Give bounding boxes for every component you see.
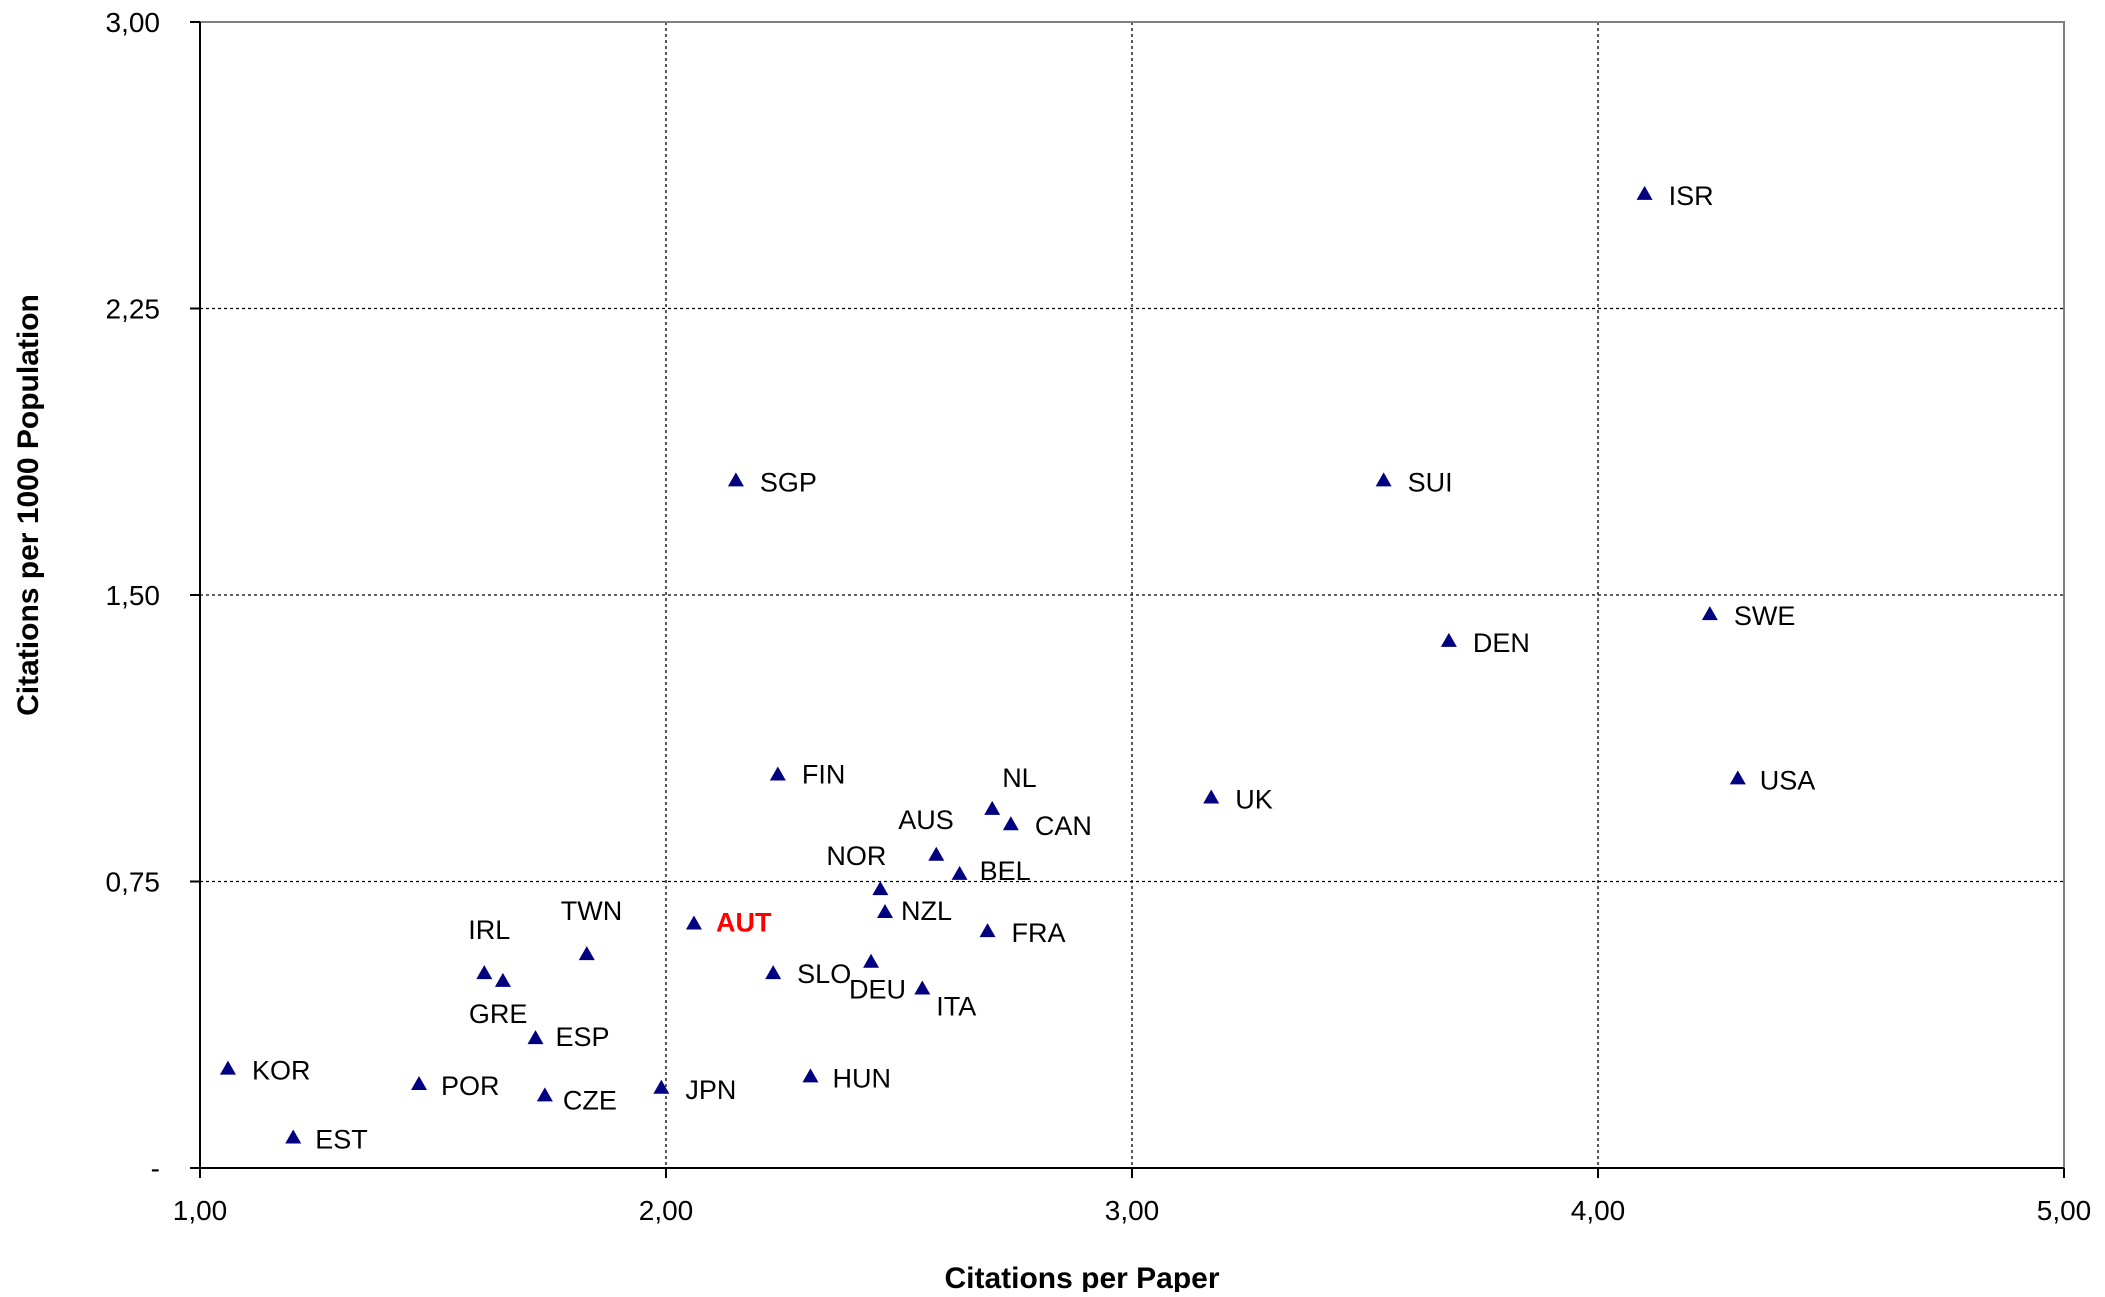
point-label-fra: FRA (1012, 918, 1066, 948)
point-label-hun: HUN (832, 1063, 891, 1093)
data-point-nor (872, 881, 889, 896)
data-point-ita (914, 980, 931, 995)
x-tick-label: 4,00 (1571, 1195, 1626, 1226)
point-label-usa: USA (1760, 765, 1816, 795)
data-point-cze (536, 1087, 553, 1102)
data-point-kor (219, 1060, 236, 1075)
grid-lines (200, 22, 2064, 1168)
point-label-sgp: SGP (760, 467, 817, 497)
point-label-fin: FIN (802, 760, 846, 790)
x-tick-label: 2,00 (639, 1195, 694, 1226)
data-point-hun (802, 1068, 819, 1083)
point-label-den: DEN (1473, 628, 1530, 658)
point-label-twn: TWN (561, 896, 622, 926)
y-tick-label: 1,50 (106, 580, 161, 611)
point-label-irl: IRL (468, 915, 510, 945)
data-point-est (285, 1129, 302, 1144)
data-point-aus (928, 846, 945, 861)
point-label-uk: UK (1235, 784, 1273, 814)
y-tick-label: - (151, 1153, 160, 1184)
data-point-isr (1636, 185, 1653, 200)
point-label-nzl: NZL (901, 896, 952, 926)
point-label-gre: GRE (469, 999, 528, 1029)
point-label-nor: NOR (826, 841, 886, 871)
data-points: ISR SGP SUI SWE DEN FIN USA UK NL CAN AUS BEL NOR NZL… (219, 181, 1816, 1154)
data-point-den (1440, 632, 1457, 647)
x-tick-label: 5,00 (2037, 1195, 2092, 1226)
data-point-sgp (727, 472, 744, 487)
data-point-nl (984, 800, 1001, 815)
data-point-aut (685, 915, 702, 930)
data-point-irl (476, 965, 493, 980)
point-label-jpn: JPN (685, 1075, 736, 1105)
point-label-bel: BEL (980, 856, 1031, 886)
data-point-sui (1375, 472, 1392, 487)
point-label-nl: NL (1002, 763, 1037, 793)
data-point-usa (1729, 770, 1746, 785)
point-label-ita: ITA (936, 991, 976, 1021)
x-tick-label: 3,00 (1105, 1195, 1160, 1226)
point-label-can: CAN (1035, 811, 1092, 841)
point-label-por: POR (441, 1071, 500, 1101)
y-tick-label: 3,00 (106, 7, 161, 38)
point-label-kor: KOR (252, 1056, 311, 1086)
data-point-swe (1701, 606, 1718, 621)
point-label-slo: SLO (797, 959, 851, 989)
data-point-twn (578, 946, 595, 961)
point-label-isr: ISR (1669, 181, 1714, 211)
point-label-esp: ESP (556, 1022, 610, 1052)
data-point-fin (769, 766, 786, 781)
x-axis-title: Citations per Paper (944, 1262, 1219, 1292)
point-label-swe: SWE (1734, 601, 1796, 631)
point-label-aut: AUT (716, 908, 772, 938)
point-label-est: EST (315, 1124, 368, 1154)
point-label-sui: SUI (1408, 467, 1453, 497)
data-point-slo (765, 965, 782, 980)
data-point-esp (527, 1030, 544, 1045)
tick-labels: 1,00 2,00 3,00 4,00 5,00 - 0,75 1,50 2,25 3,00 (106, 7, 2092, 1226)
data-point-nzl (877, 904, 894, 919)
point-label-cze: CZE (563, 1085, 617, 1115)
data-point-uk (1203, 789, 1220, 804)
data-point-bel (951, 865, 968, 880)
data-point-gre (494, 972, 511, 987)
data-point-can (1002, 816, 1019, 831)
y-axis-title: Citations per 1000 Population (12, 294, 45, 716)
data-point-fra (979, 923, 996, 938)
x-tick-label: 1,00 (173, 1195, 228, 1226)
data-point-deu (863, 953, 880, 968)
data-point-por (411, 1075, 428, 1090)
data-point-jpn (653, 1079, 670, 1094)
y-tick-label: 0,75 (106, 867, 161, 898)
point-label-deu: DEU (849, 975, 906, 1005)
y-tick-label: 2,25 (106, 294, 161, 325)
point-label-aus: AUS (898, 805, 954, 835)
